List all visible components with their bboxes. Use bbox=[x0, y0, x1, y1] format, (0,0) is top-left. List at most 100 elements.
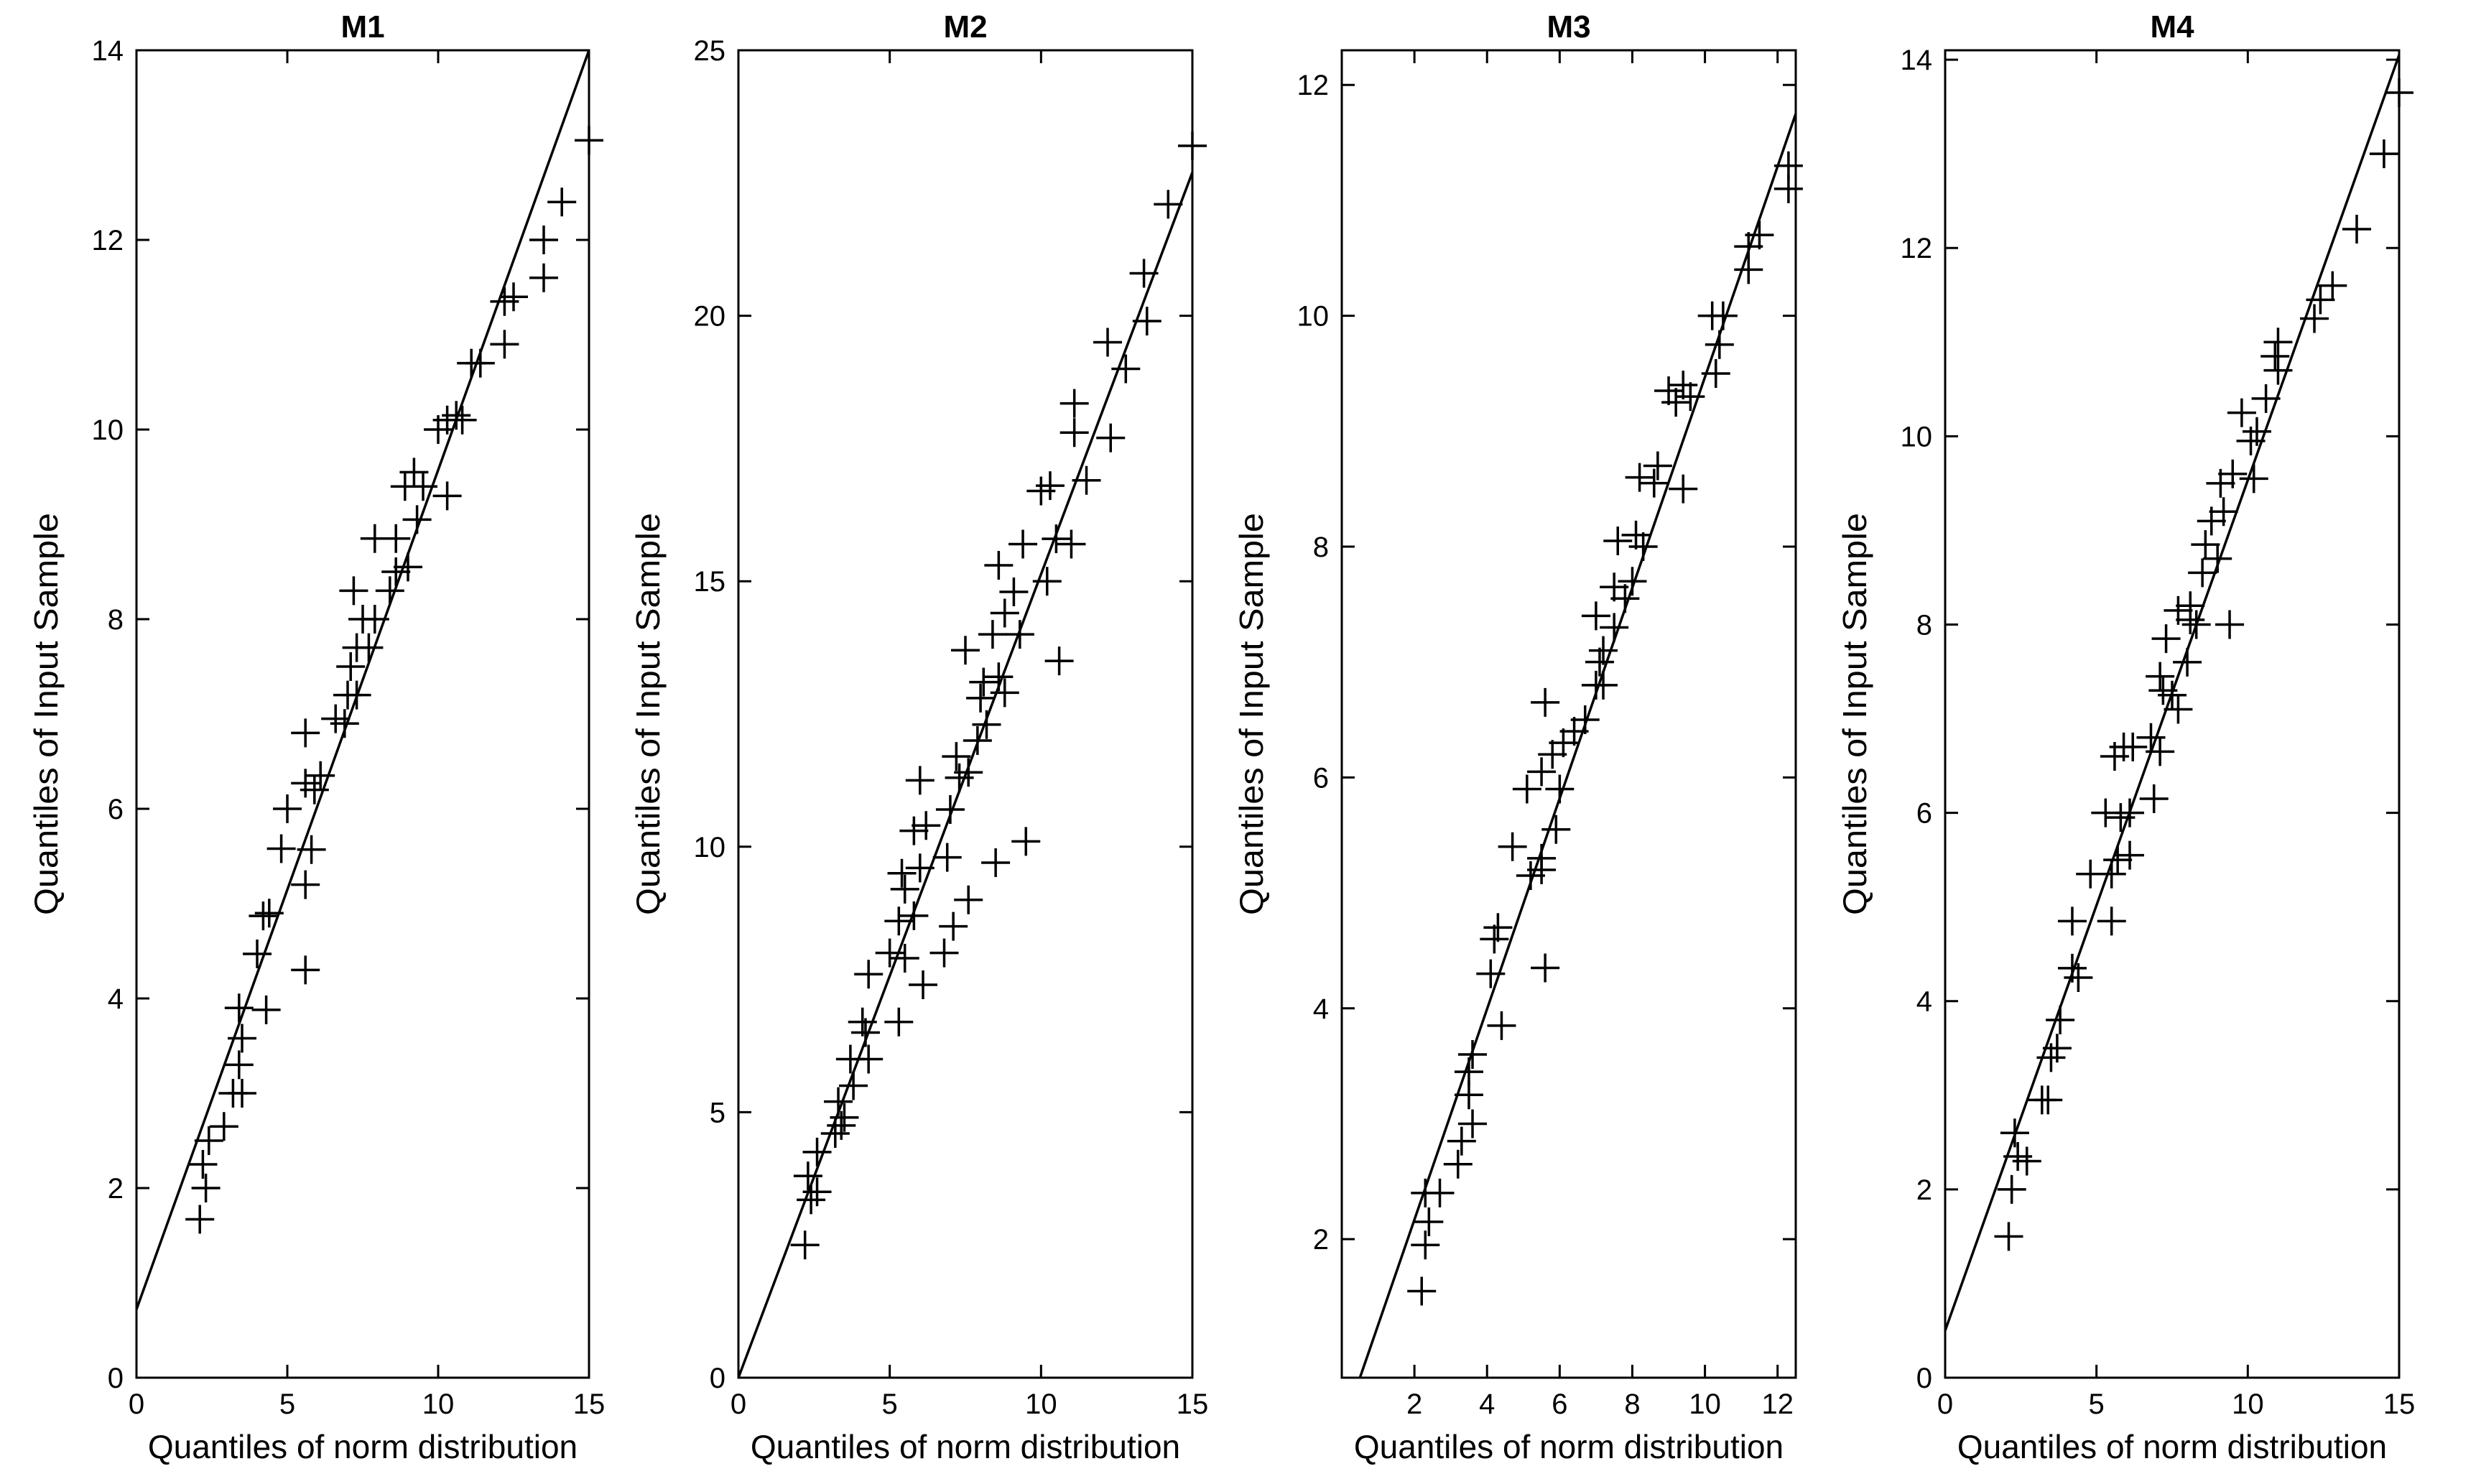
panel-2-data-point bbox=[835, 1044, 865, 1074]
panel-4-data-point bbox=[2209, 497, 2238, 527]
panel-3-data-point bbox=[1676, 382, 1705, 412]
panel-2-data-point bbox=[972, 710, 1001, 739]
panel-1-data-point bbox=[297, 835, 326, 864]
panel-1-data-point bbox=[529, 263, 558, 292]
panel-4-ytick-label: 0 bbox=[1916, 1363, 1932, 1394]
panel-2-data-point bbox=[1093, 328, 1123, 357]
panel-3-data-point bbox=[1549, 728, 1578, 758]
panel-2-data-point bbox=[1035, 471, 1065, 501]
panel-3-data-point bbox=[1498, 832, 1527, 861]
panel-3-data-point bbox=[1701, 358, 1730, 388]
panel-2-data-point bbox=[839, 1071, 868, 1100]
panel-2-data-point bbox=[875, 938, 904, 968]
panel-2-xtick-label: 10 bbox=[1025, 1388, 1057, 1420]
panel-2: 0 5 10 15 0 5 10 15 20 25 M2 Quantiles of norm dist… bbox=[629, 9, 1208, 1465]
panel-2-data-point bbox=[797, 1185, 826, 1215]
panel-1-data-point bbox=[547, 187, 577, 217]
panel-4-data-point bbox=[2176, 591, 2205, 621]
panel-1-data-point bbox=[381, 557, 411, 586]
panel-3-ytick-label: 4 bbox=[1313, 993, 1329, 1025]
panel-3-data-point bbox=[1610, 584, 1640, 613]
panel-3-data-point bbox=[1516, 861, 1545, 890]
panel-3-xtick-label: 6 bbox=[1552, 1388, 1567, 1420]
panel-1-data-point bbox=[465, 348, 495, 378]
panel-2-data-point bbox=[1005, 620, 1034, 649]
panel-2-data-point bbox=[793, 1161, 822, 1191]
panel-2-data-point bbox=[978, 620, 1007, 649]
panel-3-data-point bbox=[1425, 1178, 1455, 1207]
panel-4-data-point bbox=[1997, 1174, 2026, 1204]
panel-3-data-point bbox=[1483, 913, 1513, 942]
panel-1-data-point bbox=[336, 652, 366, 681]
panel-2-data-point bbox=[909, 970, 938, 999]
panel-1-xtick-label: 0 bbox=[129, 1388, 144, 1420]
panel-4-data-point bbox=[2118, 732, 2148, 761]
panel-3-data-point bbox=[1708, 301, 1738, 330]
panel-3-data-point bbox=[1458, 1109, 1488, 1138]
panel-3-data-point bbox=[1654, 376, 1684, 406]
panel-1-axes-frame bbox=[135, 49, 590, 1379]
panel-3-data-point bbox=[1480, 924, 1509, 954]
panel-1-reference-line bbox=[136, 50, 589, 1310]
panel-3-data-point bbox=[1407, 1276, 1437, 1306]
panel-2-data-point bbox=[969, 667, 998, 697]
panel-1-data-point bbox=[339, 576, 368, 606]
panel-2-data-point bbox=[1154, 190, 1183, 219]
panel-3-xtick-label: 4 bbox=[1479, 1388, 1495, 1420]
panel-1-data-point bbox=[381, 524, 411, 553]
panel-3-data-point bbox=[1487, 1011, 1516, 1040]
panel-4-data-point bbox=[2242, 417, 2271, 446]
panel-1-data-point bbox=[375, 576, 404, 606]
panel-3-data-point bbox=[1531, 687, 1560, 717]
panel-4-data-point bbox=[2369, 139, 2398, 169]
panel-1-ytick-label: 8 bbox=[108, 604, 124, 636]
panel-2-data-point bbox=[1132, 306, 1161, 335]
panel-3-data-point bbox=[1625, 463, 1654, 492]
panel-4-data-point bbox=[1994, 1222, 2023, 1251]
panel-4: 0 5 10 15 0 2 4 6 8 10 12 14 M4 Quantiles of norm dis… bbox=[1836, 9, 2415, 1465]
panel-2-data-point bbox=[929, 938, 959, 968]
panel-3-ytick-label: 8 bbox=[1313, 532, 1329, 563]
panel-2-data-point bbox=[1096, 423, 1126, 453]
panel-2-ylabel: Quantiles of Input Sample bbox=[629, 513, 667, 915]
panel-3-data-point bbox=[1643, 451, 1672, 481]
panel-3-data-point bbox=[1414, 1207, 1444, 1237]
panel-2-data-point bbox=[984, 662, 1014, 692]
panel-2-data-point bbox=[884, 1007, 914, 1037]
panel-4-data-point bbox=[2227, 398, 2256, 427]
panel-4-data-point bbox=[2203, 544, 2232, 573]
panel-3-data-point bbox=[1669, 371, 1698, 400]
panel-2-ytick-label: 15 bbox=[694, 566, 726, 598]
panel-4-xtick-label: 10 bbox=[2232, 1388, 2264, 1420]
panel-4-ytick-label: 6 bbox=[1916, 798, 1932, 830]
panel-1-data-point bbox=[194, 1126, 223, 1155]
panel-3-data-point bbox=[1559, 717, 1589, 746]
panel-4-data-point bbox=[2260, 341, 2290, 371]
panel-1-data-point bbox=[266, 834, 296, 863]
panel-2-xtick-label: 0 bbox=[731, 1388, 746, 1420]
panel-3-data-point bbox=[1447, 1126, 1476, 1156]
panel-4-data-point bbox=[2385, 78, 2413, 107]
panel-3-data-point bbox=[1600, 613, 1629, 642]
panel-4-data-point bbox=[2091, 798, 2120, 827]
panel-3-ytick-label: 10 bbox=[1297, 301, 1330, 333]
panel-3-data-point bbox=[1600, 572, 1629, 602]
panel-1-data-point bbox=[300, 775, 329, 804]
panel-1-data-point bbox=[228, 1079, 256, 1108]
panel-2-data-point bbox=[1044, 646, 1074, 676]
panel-2-ytick-label: 25 bbox=[694, 35, 726, 67]
panel-4-data-point bbox=[2097, 859, 2126, 889]
panel-2-data-point bbox=[1111, 354, 1141, 384]
panel-4-data-point bbox=[2164, 695, 2193, 724]
panel-3-data-point bbox=[1411, 1230, 1440, 1260]
panel-2-data-point bbox=[1011, 827, 1041, 856]
panel-3-data-point bbox=[1669, 474, 1698, 504]
panel-2-data-point bbox=[887, 858, 917, 888]
panel-1-ytick-label: 0 bbox=[108, 1363, 124, 1394]
panel-2-data-point bbox=[1059, 389, 1089, 418]
panel-1-data-point bbox=[432, 481, 462, 511]
panel-2-data-point bbox=[905, 766, 935, 795]
panel-2-ytick-label: 0 bbox=[710, 1363, 725, 1394]
